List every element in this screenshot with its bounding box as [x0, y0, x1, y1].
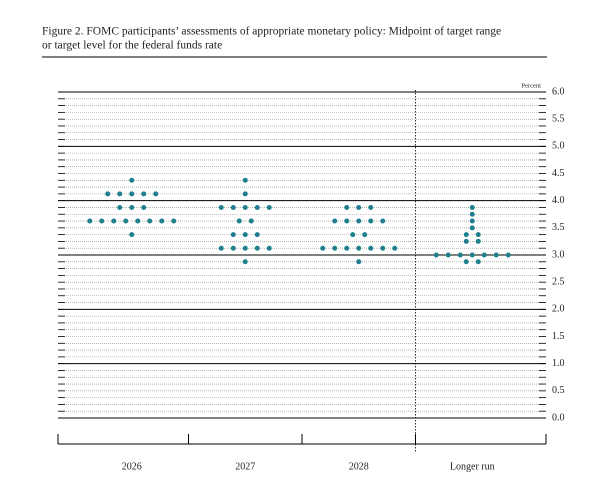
dot	[350, 232, 356, 238]
dot	[242, 232, 248, 238]
dot	[242, 191, 248, 197]
dot	[105, 191, 111, 197]
dot	[469, 252, 475, 258]
y-tick-label: 1.5	[552, 331, 565, 342]
y-axis-label: Percent	[522, 82, 542, 89]
dot	[159, 218, 165, 224]
y-tick-label: 3.5	[552, 222, 565, 233]
dot	[218, 245, 224, 251]
y-tick-label: 3.0	[552, 249, 565, 260]
y-tick-label: 0.5	[552, 385, 565, 396]
x-tick-label: Longer run	[450, 461, 495, 472]
dot	[493, 252, 499, 258]
dot	[356, 259, 362, 265]
chart-subtitle: or target level for the federal funds ra…	[42, 40, 222, 52]
dot	[463, 232, 469, 238]
dot	[147, 218, 153, 224]
dot	[344, 204, 350, 210]
dot	[266, 245, 272, 251]
dot	[230, 204, 236, 210]
dot	[254, 204, 260, 210]
y-tick-label: 0.0	[552, 412, 565, 423]
dot	[99, 218, 105, 224]
dot	[254, 232, 260, 238]
dot	[469, 204, 475, 210]
dot	[356, 204, 362, 210]
dot	[242, 259, 248, 265]
dot	[242, 177, 248, 183]
dot	[481, 252, 487, 258]
dot	[242, 245, 248, 251]
dot	[475, 232, 481, 238]
dot	[463, 238, 469, 244]
dot	[433, 252, 439, 258]
dot	[469, 225, 475, 231]
y-tick-label: 5.5	[552, 113, 565, 124]
y-tick-label: 1.0	[552, 358, 565, 369]
dot	[445, 252, 451, 258]
dot	[392, 245, 398, 251]
dot	[236, 218, 242, 224]
dot	[475, 238, 481, 244]
dot	[332, 245, 338, 251]
dot	[218, 204, 224, 210]
dot	[153, 191, 159, 197]
dot	[362, 232, 368, 238]
dot	[475, 259, 481, 265]
dot	[356, 218, 362, 224]
dot	[117, 204, 123, 210]
dot	[380, 218, 386, 224]
dot	[380, 245, 386, 251]
dot	[368, 218, 374, 224]
dot	[129, 204, 135, 210]
dot	[332, 218, 338, 224]
y-tick-label: 4.5	[552, 168, 565, 179]
dot	[344, 218, 350, 224]
dot	[505, 252, 511, 258]
dot	[254, 245, 260, 251]
dot	[141, 204, 147, 210]
dot	[356, 245, 362, 251]
dot	[111, 218, 117, 224]
x-tick-label: 2026	[122, 461, 142, 472]
dot	[171, 218, 177, 224]
dot	[463, 259, 469, 265]
dot	[469, 218, 475, 224]
dot	[368, 245, 374, 251]
chart-title: Figure 2. FOMC participants’ assessments…	[42, 26, 501, 38]
x-tick-label: 2027	[235, 461, 255, 472]
dot	[242, 204, 248, 210]
y-tick-label: 5.0	[552, 141, 565, 152]
dot	[320, 245, 326, 251]
y-tick-label: 6.0	[552, 86, 565, 97]
dot	[123, 218, 129, 224]
dot	[457, 252, 463, 258]
dot	[368, 204, 374, 210]
y-tick-label: 2.0	[552, 304, 565, 315]
dot	[344, 245, 350, 251]
dot	[87, 218, 93, 224]
dot	[129, 232, 135, 238]
dot	[129, 191, 135, 197]
dot	[141, 191, 147, 197]
x-tick-label: 2028	[349, 461, 369, 472]
dot	[135, 218, 141, 224]
dot	[266, 204, 272, 210]
y-tick-label: 4.0	[552, 195, 565, 206]
y-tick-label: 2.5	[552, 276, 565, 287]
dot	[248, 218, 254, 224]
dot	[230, 245, 236, 251]
dot	[129, 177, 135, 183]
dot	[230, 232, 236, 238]
dot	[117, 191, 123, 197]
dot	[469, 211, 475, 217]
